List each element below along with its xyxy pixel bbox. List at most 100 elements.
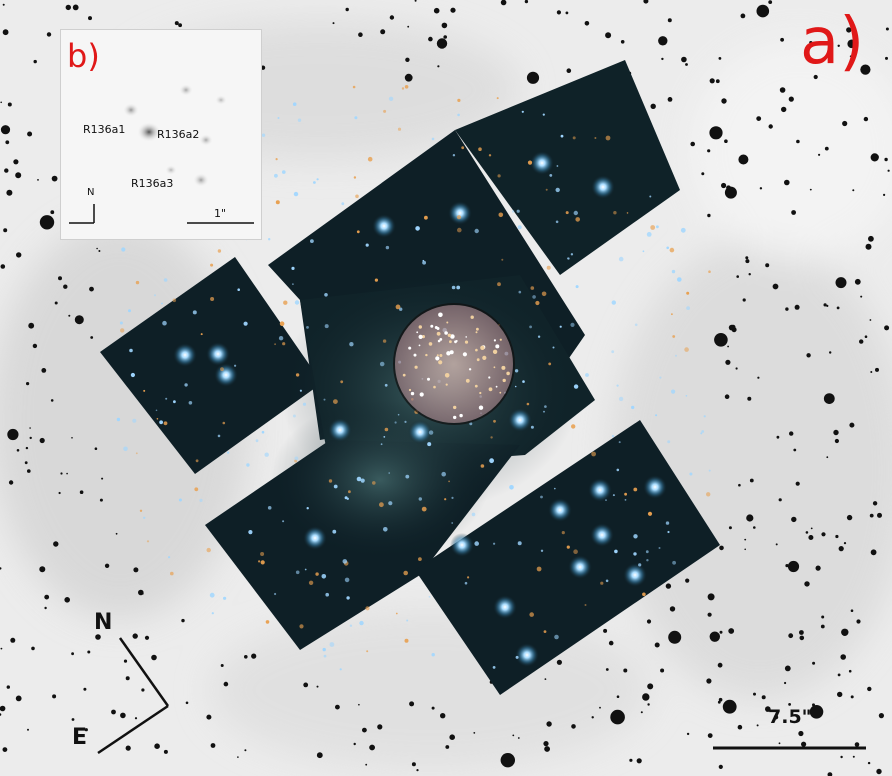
background-star (37, 179, 39, 181)
background-star (724, 394, 730, 400)
core-star (453, 405, 457, 410)
cluster-star (554, 634, 559, 640)
cluster-star (542, 113, 545, 116)
cluster-star (315, 572, 319, 576)
background-star (799, 635, 805, 641)
background-star (820, 624, 825, 629)
background-star (65, 4, 72, 11)
cluster-star (594, 137, 597, 139)
background-star (345, 7, 349, 12)
background-star (873, 154, 879, 160)
cluster-star (573, 210, 578, 216)
background-star (181, 618, 185, 623)
bright-star (623, 563, 647, 587)
cluster-star (365, 606, 370, 611)
cluster-star (388, 472, 391, 474)
background-star (681, 56, 687, 63)
cluster-star (570, 322, 575, 327)
core-star (439, 354, 443, 357)
bright-star (372, 214, 396, 238)
background-star (185, 701, 189, 705)
cluster-star (544, 405, 547, 408)
background-star (71, 437, 73, 439)
background-star (809, 41, 813, 45)
cluster-star (686, 306, 690, 310)
background-star (756, 116, 762, 121)
background-star (809, 188, 812, 191)
background-star (788, 633, 794, 639)
background-star (610, 709, 625, 725)
cluster-star (521, 110, 524, 113)
core-star (416, 331, 419, 334)
mosaic (100, 60, 720, 695)
cluster-star (624, 499, 627, 501)
cluster-star (701, 430, 705, 433)
cluster-star (415, 226, 420, 231)
cluster-star (618, 256, 624, 262)
cluster-star (302, 402, 307, 406)
background-star (27, 131, 33, 137)
background-star (872, 501, 878, 506)
cluster-star (192, 310, 197, 315)
cluster-star (529, 325, 532, 329)
background-star (251, 653, 257, 659)
core-star (468, 368, 472, 371)
background-star (115, 532, 118, 535)
inset-panel-b: b) R136a1 R136a2 R136a3 N 1" (60, 29, 262, 240)
cluster-star (530, 286, 535, 290)
background-star (789, 431, 794, 436)
cluster-star (379, 502, 384, 508)
cluster-star (295, 570, 300, 575)
core-star (493, 366, 496, 369)
background-star (154, 743, 160, 749)
background-star (847, 39, 856, 49)
background-star (788, 96, 794, 102)
cluster-star (536, 566, 542, 572)
core-star (446, 321, 449, 324)
background-star (744, 538, 747, 541)
background-star (718, 764, 723, 770)
cluster-star (457, 113, 460, 117)
background-star (776, 435, 780, 439)
background-star (29, 427, 31, 429)
cluster-star (527, 160, 533, 165)
background-star (810, 527, 813, 530)
core-star (454, 340, 457, 344)
cluster-star (121, 247, 126, 252)
background-star (64, 597, 70, 603)
cluster-star (349, 624, 353, 627)
background-star (885, 56, 888, 60)
cluster-star (686, 291, 690, 295)
background-star (737, 724, 743, 730)
background-star (883, 193, 886, 196)
star-label-r136a2: R136a2 (157, 128, 200, 141)
background-star (54, 301, 58, 305)
cluster-star (383, 436, 386, 438)
cluster-star (537, 335, 541, 338)
background-star (804, 581, 810, 587)
background-star (500, 0, 507, 6)
background-star (815, 565, 821, 571)
background-star (796, 139, 800, 144)
core-star (462, 352, 467, 357)
bright-star (588, 478, 612, 502)
background-star (84, 728, 88, 732)
cluster-star (324, 293, 328, 297)
background-star (717, 662, 723, 668)
background-star (10, 637, 16, 643)
cluster-star (268, 238, 271, 241)
background-star (785, 307, 789, 311)
cluster-star (554, 487, 556, 490)
cluster-star (372, 481, 376, 485)
bright-star (493, 595, 517, 619)
background-star (52, 694, 57, 699)
cluster-star (612, 494, 615, 497)
background-star (768, 0, 773, 5)
background-star (599, 706, 601, 709)
cluster-star (535, 300, 540, 306)
cluster-star (178, 498, 182, 502)
background-star (863, 116, 869, 122)
cluster-star (671, 269, 676, 274)
cluster-star (209, 592, 215, 598)
core-star (470, 315, 474, 319)
